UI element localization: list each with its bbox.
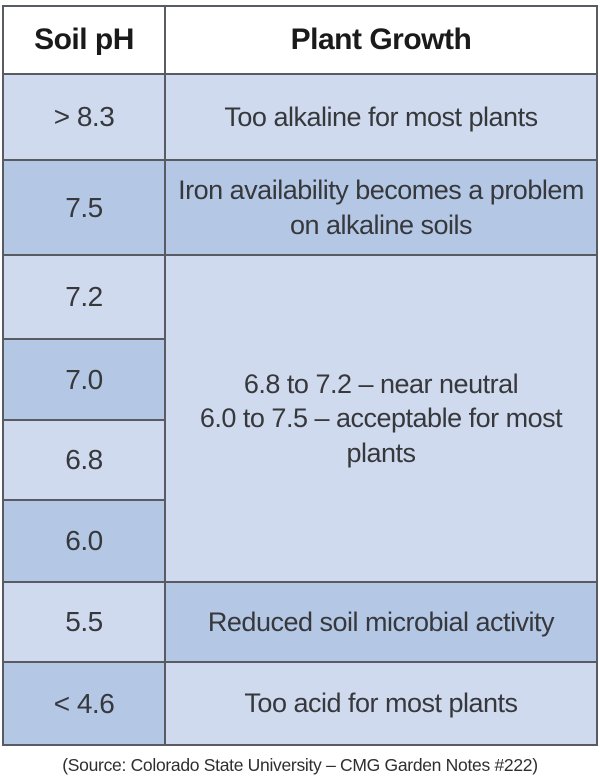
growth-cell-iron-availability: Iron availability becomes a problem on a…	[164, 159, 598, 256]
ph-cell-lt-4-6: < 4.6	[2, 661, 166, 746]
table-row: 6.8	[2, 419, 597, 501]
table-row: 7.5 Iron availability becomes a problem …	[2, 159, 598, 256]
ph-cell-6-8: 6.8	[2, 419, 166, 501]
ph-cell-6-0: 6.0	[2, 499, 166, 583]
soil-ph-table: Soil pH Plant Growth > 8.3 Too alkaline …	[2, 5, 598, 746]
growth-cell-too-alkaline: Too alkaline for most plants	[164, 73, 598, 161]
table-row: 7.0	[2, 338, 597, 421]
source-caption: (Source: Colorado State University – CMG…	[62, 755, 538, 775]
header-cell-soil-ph: Soil pH	[2, 5, 166, 75]
table-row: > 8.3 Too alkaline for most plants	[2, 73, 598, 161]
growth-cell-too-acid: Too acid for most plants	[164, 661, 598, 746]
header-cell-plant-growth: Plant Growth	[164, 5, 598, 75]
table-row: 7.2 6.8 to 7.2 – near neutral 6.0 to 7.5…	[2, 254, 598, 583]
table-row: 6.0	[2, 499, 597, 583]
table-row: 5.5 Reduced soil microbial activity	[2, 581, 598, 663]
growth-cell-merged-near-neutral: 6.8 to 7.2 – near neutral 6.0 to 7.5 – a…	[164, 254, 598, 583]
ph-cell-7-0: 7.0	[2, 338, 166, 421]
ph-cell-gt-8-3: > 8.3	[2, 73, 166, 161]
ph-cell-7-2: 7.2	[2, 254, 166, 340]
ph-cell-5-5: 5.5	[2, 581, 166, 663]
growth-cell-reduced-microbial: Reduced soil microbial activity	[164, 581, 598, 663]
table-header-row: Soil pH Plant Growth	[2, 5, 598, 75]
ph-cell-7-5: 7.5	[2, 159, 166, 256]
table-row: < 4.6 Too acid for most plants	[2, 661, 598, 746]
